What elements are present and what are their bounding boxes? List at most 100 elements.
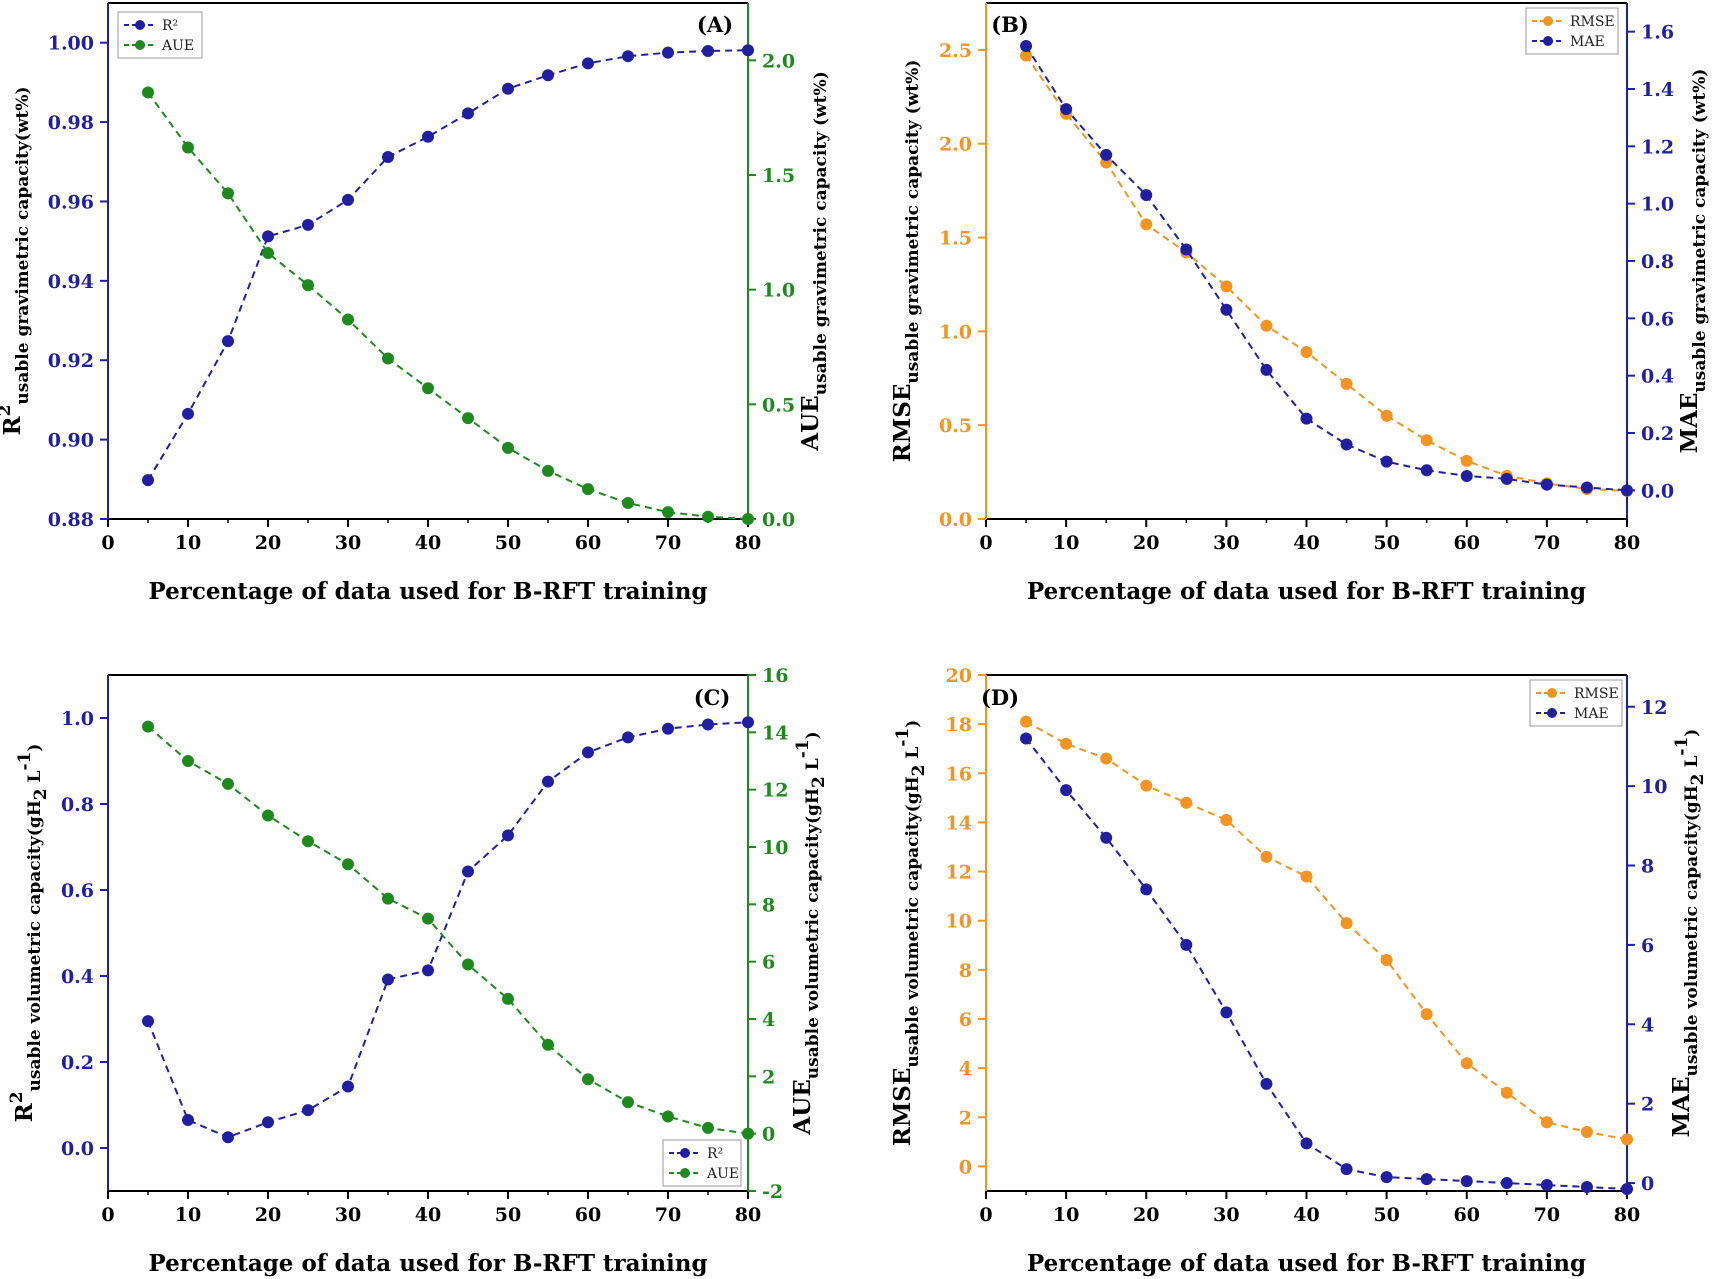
- x-tick-label: 40: [1293, 532, 1319, 554]
- data-point: [382, 973, 394, 986]
- x-axis-label: Percentage of data used for B-RFT traini…: [148, 1250, 707, 1277]
- legend-label: MAE: [1570, 34, 1605, 50]
- x-tick-label: 60: [575, 1204, 601, 1226]
- axis-label-sub: usable gravimetric capacity (wt%): [903, 60, 923, 384]
- data-point: [1220, 813, 1233, 826]
- series-line-RMSE: [1025, 720, 1628, 1141]
- x-axis-label: Percentage of data used for B-RFT traini…: [1027, 578, 1586, 605]
- data-point: [182, 755, 194, 767]
- right-tick-label: 10: [1641, 776, 1667, 798]
- right-tick-label: 12: [1641, 697, 1667, 719]
- x-tick-label: 80: [1614, 532, 1640, 554]
- data-point: [1380, 1171, 1393, 1184]
- data-point: [742, 44, 754, 57]
- left-tick-label: 0.92: [48, 350, 94, 372]
- data-point: [1140, 779, 1153, 792]
- data-point: [1100, 752, 1113, 765]
- right-tick-label: 1.0: [762, 280, 795, 302]
- right-tick-label: 0: [762, 1124, 775, 1146]
- x-tick-label: 30: [1213, 1204, 1239, 1226]
- left-axis-label: RMSEusable volumetric capacity(gH2 L-1): [889, 720, 929, 1147]
- data-point: [662, 46, 674, 59]
- right-axis-label: AUEusable gravimetric capacity (wt%): [797, 71, 831, 451]
- left-tick-label: 18: [946, 714, 972, 736]
- left-axis-label: RMSEusable gravimetric capacity (wt%): [889, 60, 923, 463]
- left-tick-label: 6: [959, 1009, 972, 1031]
- data-point: [1020, 49, 1033, 62]
- axis-label-tail: L: [25, 770, 45, 788]
- data-point: [742, 1127, 754, 1140]
- axis-label-sup: 2: [0, 405, 15, 417]
- data-point: [1260, 1077, 1273, 1090]
- data-point: [702, 45, 714, 58]
- right-tick-label: 1.0: [1641, 194, 1674, 216]
- left-tick-label: 0.2: [61, 1052, 94, 1074]
- data-point: [1500, 1086, 1513, 1099]
- data-point: [302, 218, 314, 231]
- x-tick-label: 0: [979, 1204, 992, 1226]
- right-tick-label: 2: [1641, 1094, 1654, 1116]
- x-tick-label: 60: [575, 532, 601, 554]
- left-tick-label: 2: [959, 1107, 972, 1129]
- data-point: [1140, 189, 1153, 202]
- right-tick-label: 16: [762, 665, 788, 687]
- right-tick-label: 0.0: [1641, 480, 1674, 502]
- data-point: [302, 279, 314, 292]
- series-line-AUE: [147, 91, 749, 520]
- data-point: [702, 718, 714, 731]
- data-point: [1420, 464, 1433, 477]
- data-point: [462, 412, 474, 425]
- left-tick-label: 0.88: [48, 509, 94, 531]
- right-axis-label: MAEusable gravimetric capacity (wt%): [1676, 69, 1710, 454]
- axis-label-close: ): [903, 720, 923, 728]
- axis-label-sub: usable volumetric capacity(gH: [903, 776, 923, 1067]
- panel-label: (D): [981, 685, 1019, 710]
- left-axis-label: R2usable volumetric capacity(gH2 L-1): [7, 744, 51, 1123]
- data-point: [502, 992, 514, 1005]
- data-point: [342, 858, 354, 871]
- right-tick-label: 4: [762, 1009, 775, 1031]
- x-tick-label: 10: [1053, 1204, 1079, 1226]
- data-point: [1260, 319, 1273, 332]
- data-point: [342, 313, 354, 326]
- data-point: [1621, 1183, 1633, 1196]
- left-tick-label: 1.0: [61, 708, 94, 730]
- right-tick-label: 6: [1641, 935, 1654, 957]
- data-point: [342, 193, 354, 206]
- data-point: [342, 1080, 354, 1093]
- axis-label-close: ): [803, 731, 823, 739]
- data-point: [182, 141, 194, 154]
- data-point: [1420, 1173, 1433, 1186]
- data-point: [542, 69, 554, 82]
- x-tick-label: 20: [255, 532, 281, 554]
- data-point: [462, 865, 474, 878]
- right-tick-label: 1.5: [762, 165, 795, 187]
- axis-label-tail: L: [1682, 756, 1702, 774]
- data-point: [1460, 1175, 1473, 1188]
- data-point: [1540, 478, 1553, 491]
- legend-label: RMSE: [1574, 686, 1619, 702]
- right-axis-label: AUEusable volumetric capacity(gH2 L-1): [789, 731, 829, 1135]
- panel-label: (A): [697, 12, 733, 37]
- data-point: [582, 483, 594, 496]
- right-tick-label: 0.0: [762, 509, 795, 531]
- right-tick-label: 2: [762, 1066, 775, 1088]
- left-tick-label: 4: [959, 1058, 972, 1080]
- data-point: [422, 130, 434, 143]
- data-point: [1100, 148, 1113, 161]
- axis-label-sub2: 2: [909, 765, 929, 777]
- axis-label-sub2: 2: [31, 788, 51, 800]
- right-axis-label: MAEusable volumetric capacity(gH2 L-1): [1668, 729, 1708, 1138]
- data-point: [1180, 243, 1193, 256]
- data-point: [1340, 377, 1353, 390]
- right-tick-label: 0.5: [762, 394, 795, 416]
- data-point: [302, 835, 314, 848]
- data-point: [1340, 1163, 1353, 1176]
- x-tick-label: 10: [175, 532, 201, 554]
- x-tick-label: 70: [655, 532, 681, 554]
- data-point: [182, 407, 194, 420]
- data-point: [1180, 796, 1193, 809]
- data-point: [1220, 280, 1233, 293]
- left-tick-label: 0.4: [61, 966, 94, 988]
- panel-label: (B): [991, 12, 1029, 37]
